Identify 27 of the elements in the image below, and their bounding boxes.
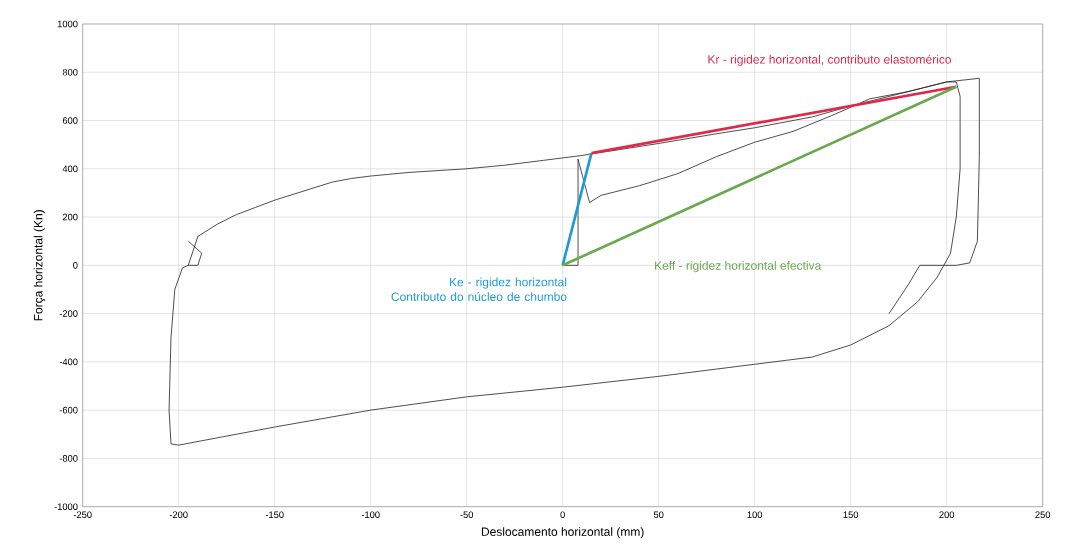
y-tick-label: 600: [62, 117, 78, 124]
y-tick-label: 400: [62, 165, 78, 173]
x-tick-label: 200: [939, 511, 955, 518]
series-label: Ke - rigidez horizontal Contributo do núcleo de chumbo: [391, 277, 567, 301]
x-tick-label: -100: [361, 511, 380, 518]
text: Keff - rigidez horizontal efectiva: [655, 260, 822, 273]
x-tick-label: 0: [560, 511, 565, 518]
x-axis-title: Deslocamento horizontal (mm): [481, 527, 644, 539]
y-tick-label: -600: [59, 406, 78, 414]
y-tick-label: -200: [59, 310, 78, 317]
x-tick-label: 150: [843, 511, 859, 518]
x-tick-label: 100: [747, 511, 763, 518]
y-axis-title: Força horizontal (Kn): [33, 210, 45, 321]
y-tick-label: -1000: [54, 503, 78, 510]
y-tick-label: 1000: [57, 20, 78, 28]
x-tick-label: -250: [73, 511, 92, 518]
y-tick-label: 800: [62, 68, 78, 76]
x-tick-label: -200: [169, 511, 188, 518]
x-tick-label: 250: [1035, 511, 1051, 518]
y-tick-label: -400: [59, 358, 78, 366]
y-tick-label: 0: [73, 262, 78, 269]
x-tick-label: 50: [653, 511, 664, 518]
y-tick-label: 200: [62, 213, 78, 221]
y-tick-label: -800: [59, 455, 78, 462]
x-tick-label: -50: [460, 511, 474, 518]
x-tick-label: -150: [265, 511, 284, 518]
series-label: Kr - rigidez horizontal, contributo elastomérico: [708, 54, 952, 67]
